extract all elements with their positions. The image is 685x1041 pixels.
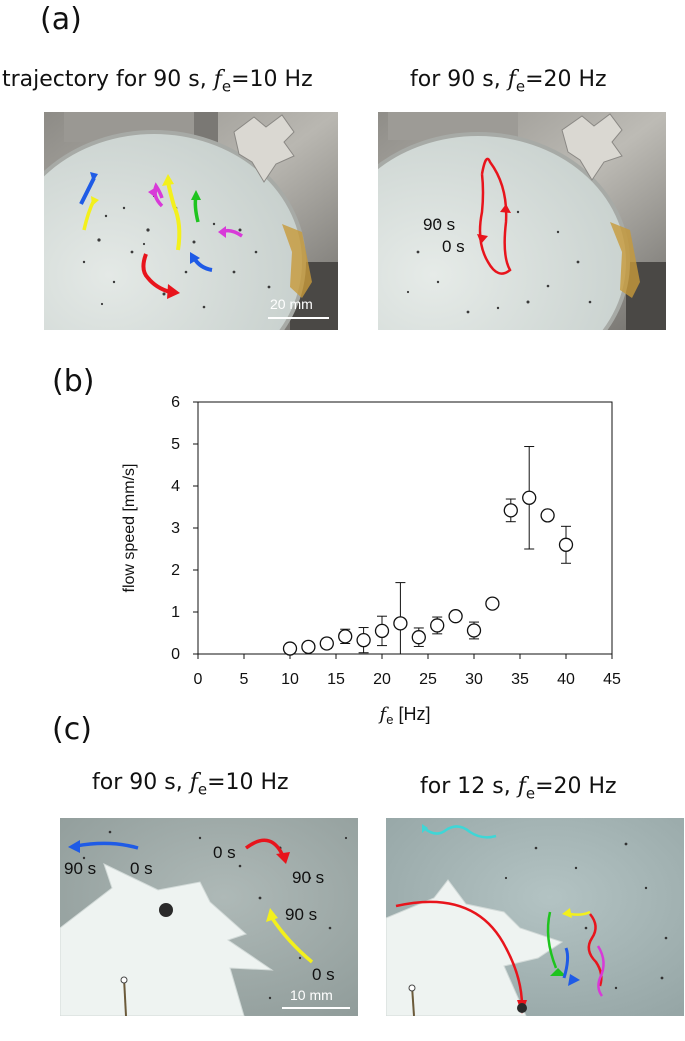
x-ticks: 0 5 10 15 20 25 30 35 40 45 xyxy=(194,654,621,688)
data-point xyxy=(411,630,426,645)
data-point xyxy=(356,632,371,648)
x-tick-label: 20 xyxy=(373,671,391,688)
data-point xyxy=(374,623,390,639)
annotation-90s: 90 s xyxy=(423,215,455,234)
panel-c-left-caption: for 90 s, fe=10 Hz xyxy=(92,770,289,799)
panel-c-right-photo xyxy=(386,818,684,1016)
data-point xyxy=(485,596,500,611)
c-left-blue-start: 0 s xyxy=(130,859,153,878)
x-tick-label: 5 xyxy=(240,671,249,688)
y-tick-label: 1 xyxy=(171,604,180,621)
x-tick-label: 45 xyxy=(603,671,621,688)
c-left-red-end: 90 s xyxy=(292,868,324,887)
y-tick-label: 3 xyxy=(171,520,180,537)
annotation-0s: 0 s xyxy=(442,237,465,256)
panel-a-left-caption: trajectory for 90 s, fe=10 Hz xyxy=(2,67,313,96)
panel-c-label: (c) xyxy=(52,712,92,747)
data-point xyxy=(319,636,334,651)
data-point xyxy=(338,629,353,644)
c-scale-bar-label: 10 mm xyxy=(290,987,333,1003)
y-tick-label: 5 xyxy=(171,436,180,453)
x-tick-label: 25 xyxy=(419,671,437,688)
panel-b-label: (b) xyxy=(52,364,95,399)
data-point xyxy=(301,639,316,655)
panel-a-label: (a) xyxy=(40,2,82,37)
panel-c-right-caption: for 12 s, fe=20 Hz xyxy=(420,774,617,803)
y-tick-label: 4 xyxy=(171,478,180,495)
y-tick-label: 6 xyxy=(171,394,180,411)
data-point xyxy=(522,490,537,505)
x-tick-label: 0 xyxy=(194,671,203,688)
data-point xyxy=(282,641,298,656)
panel-a-left-photo: 20 mm xyxy=(44,112,338,330)
x-tick-label: 40 xyxy=(557,671,575,688)
data-point xyxy=(503,503,518,518)
x-axis-label: fe [Hz] xyxy=(378,704,431,727)
c-left-blue-end: 90 s xyxy=(64,859,96,878)
error-bars xyxy=(321,446,571,655)
data-point xyxy=(448,609,463,624)
data-point xyxy=(540,508,555,523)
x-tick-label: 10 xyxy=(281,671,299,688)
y-tick-label: 0 xyxy=(171,646,180,663)
panel-a-right-caption: for 90 s, fe=20 Hz xyxy=(410,67,607,96)
c-left-yellow-start: 0 s xyxy=(312,965,335,984)
scale-bar-label: 20 mm xyxy=(270,296,313,312)
data-point xyxy=(393,616,408,631)
data-points xyxy=(282,490,574,656)
c-left-yellow-end: 90 s xyxy=(285,905,317,924)
plot-frame xyxy=(197,401,613,655)
data-point xyxy=(558,537,574,552)
data-point xyxy=(430,618,445,633)
y-tick-label: 2 xyxy=(171,562,180,579)
x-tick-label: 35 xyxy=(511,671,529,688)
c-left-red-start: 0 s xyxy=(213,843,236,862)
x-tick-label: 30 xyxy=(465,671,483,688)
panel-a-right-photo: 90 s 0 s xyxy=(378,112,666,330)
panel-c-left-photo: 90 s 0 s 0 s 90 s 90 s 0 s 10 mm xyxy=(60,818,358,1016)
y-axis-label: flow speed [mm/s] xyxy=(121,464,138,593)
x-tick-label: 15 xyxy=(327,671,345,688)
data-point xyxy=(466,623,482,638)
y-ticks: 0 1 2 3 4 5 6 xyxy=(171,394,198,663)
